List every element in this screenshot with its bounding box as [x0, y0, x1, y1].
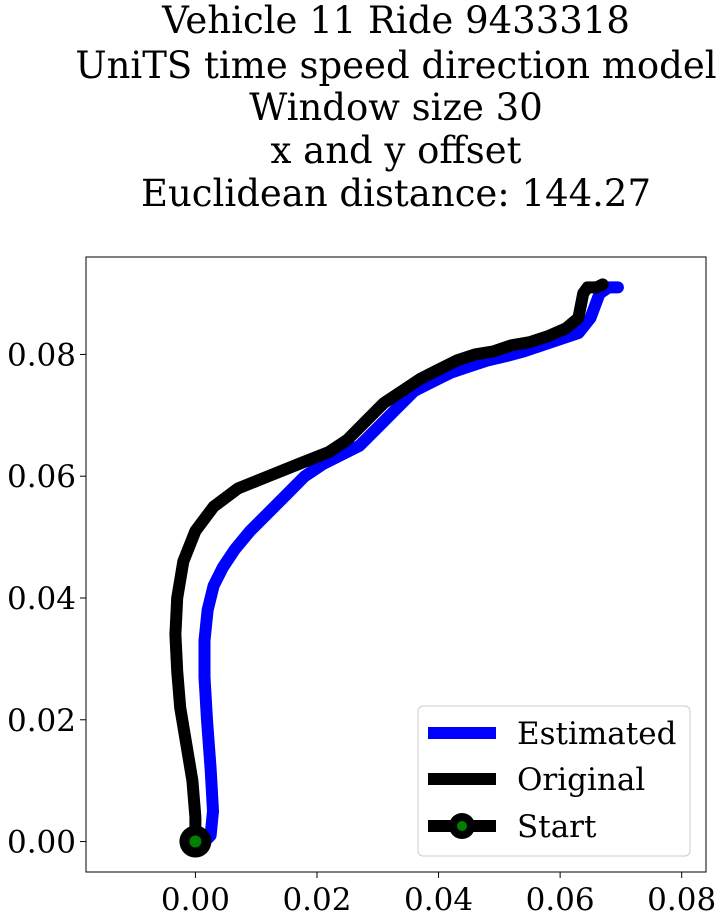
x-tick-label: 0.04 [404, 882, 473, 918]
y-tick-label: 0.04 [7, 581, 76, 617]
x-tick-label: 0.08 [647, 882, 716, 918]
y-tick-label: 0.08 [7, 337, 76, 373]
legend-original-label: Original [517, 762, 645, 798]
axis-ticks: 0.00 0.02 0.04 0.06 0.08 0.00 0.02 0.04 0.06 0.08 [7, 337, 716, 918]
chart-title: Vehicle 11 Ride 9433318 UniTS time speed… [75, 0, 716, 215]
legend-start-label: Start [517, 809, 597, 845]
x-tick-label: 0.00 [161, 882, 230, 918]
start-marker-center [189, 835, 202, 848]
axes-frame [85, 256, 707, 873]
x-tick-label: 0.06 [526, 882, 595, 918]
y-tick-label: 0.02 [7, 703, 76, 739]
x-tick-label: 0.02 [282, 882, 351, 918]
legend-estimated-label: Estimated [517, 716, 676, 752]
plot-area [169, 278, 624, 858]
y-tick-label: 0.00 [7, 825, 76, 861]
y-tick-label: 0.06 [7, 459, 76, 495]
title-line-4: x and y offset [271, 129, 522, 172]
title-line-1: Vehicle 11 Ride 9433318 [161, 0, 630, 42]
title-line-3: Window size 30 [249, 86, 543, 129]
legend: Estimated Original Start [417, 705, 691, 857]
legend-start-marker-center [457, 821, 467, 831]
estimated-series-line [198, 281, 624, 848]
legend-box [417, 705, 691, 857]
original-series-line [169, 278, 609, 848]
title-line-2: UniTS time speed direction model [75, 44, 716, 87]
title-line-5: Euclidean distance: 144.27 [141, 172, 651, 215]
